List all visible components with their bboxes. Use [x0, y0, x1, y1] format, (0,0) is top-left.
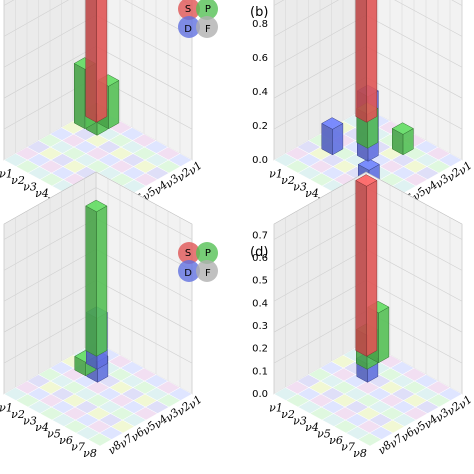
legend-label-P: P: [205, 4, 211, 15]
z-tick-label: 0.0: [252, 155, 268, 166]
x-tick-label: ν2: [281, 174, 295, 187]
legend-label-D: D: [184, 268, 192, 279]
x-tick-label: ν4: [305, 421, 319, 434]
x-tick-label: ν1: [0, 167, 13, 180]
x-tick-label: ν8: [83, 447, 97, 460]
z-tick-label: 0.1: [252, 366, 268, 377]
bar-S-1-1: [85, 0, 108, 123]
z-tick-label: 0.0: [252, 389, 268, 400]
legend-label-S: S: [185, 248, 191, 259]
panel-label: (d): [250, 245, 268, 260]
bar-S-1-1: [355, 0, 378, 123]
orbital-legend: S P D F: [178, 0, 218, 38]
z-tick-label: 0.2: [252, 344, 268, 355]
x-tick-label: ν2: [11, 174, 25, 187]
wall-gridline: [3, 0, 193, 37]
x-tick-label: ν1: [269, 167, 283, 180]
z-tick-label: 0.2: [252, 121, 268, 132]
x-tick-label: ν7: [341, 440, 355, 453]
x-tick-label: ν2: [11, 408, 25, 421]
z-tick-label: 0.3: [252, 321, 268, 332]
legend-circle-F: [196, 16, 218, 38]
x-tick-label: ν1: [269, 401, 283, 414]
x-tick-label: ν5: [47, 427, 61, 440]
x-tick-label: ν4: [305, 187, 319, 200]
x-tick-label: ν3: [23, 414, 37, 427]
y-tick-label: ν1: [456, 393, 474, 412]
x-tick-label: ν5: [317, 427, 331, 440]
legend-label-F: F: [205, 268, 211, 279]
x-tick-label: ν3: [293, 180, 307, 193]
z-tick-label: 0.6: [252, 53, 268, 64]
panels-layer: ν1ν1ν2ν2ν3ν3ν4ν4ν5ν5ν6ν6ν7ν7ν8ν8ν1ν1ν2ν2…: [0, 0, 474, 460]
orbital-legend: S P D F: [178, 242, 218, 282]
x-tick-label: ν2: [281, 408, 295, 421]
z-tick-label: 0.6: [252, 253, 268, 264]
legend-circle-P: [196, 242, 218, 264]
panel-label: (b): [250, 5, 268, 20]
legends-layer: S P D F S P D F: [178, 0, 218, 282]
bar-S-1-1: [355, 174, 378, 357]
legend-circle-S: [178, 242, 200, 264]
z-tick-label: 0.8: [252, 19, 268, 30]
legend-circle-D: [178, 260, 200, 282]
legend-label-D: D: [184, 24, 192, 35]
x-tick-label: ν3: [293, 414, 307, 427]
x-tick-label: ν6: [329, 434, 343, 447]
wall-gridline: [273, 0, 463, 37]
legend-circle-P: [196, 0, 218, 20]
legend-label-S: S: [185, 4, 191, 15]
z-tick-label: 0.7: [252, 230, 268, 241]
z-tick-label: 0.4: [252, 87, 268, 98]
legend-circle-F: [196, 260, 218, 282]
x-tick-label: ν8: [353, 447, 367, 460]
bar-P-5-2: [391, 122, 414, 156]
x-tick-label: ν1: [0, 401, 13, 414]
legend-label-F: F: [205, 24, 211, 35]
z-tick-label: 0.5: [252, 276, 268, 287]
legend-label-P: P: [205, 248, 211, 259]
legend-circle-D: [178, 16, 200, 38]
bar-P-1-1: [85, 199, 108, 357]
x-tick-label: ν4: [35, 187, 49, 200]
y-tick-label: ν1: [456, 159, 474, 178]
z-tick-label: 0.4: [252, 298, 268, 309]
legend-circle-S: [178, 0, 200, 20]
x-tick-label: ν7: [71, 440, 85, 453]
x-tick-label: ν6: [59, 434, 73, 447]
x-tick-label: ν4: [35, 421, 49, 434]
x-tick-label: ν3: [23, 180, 37, 193]
bar-D-2-5: [321, 117, 344, 156]
